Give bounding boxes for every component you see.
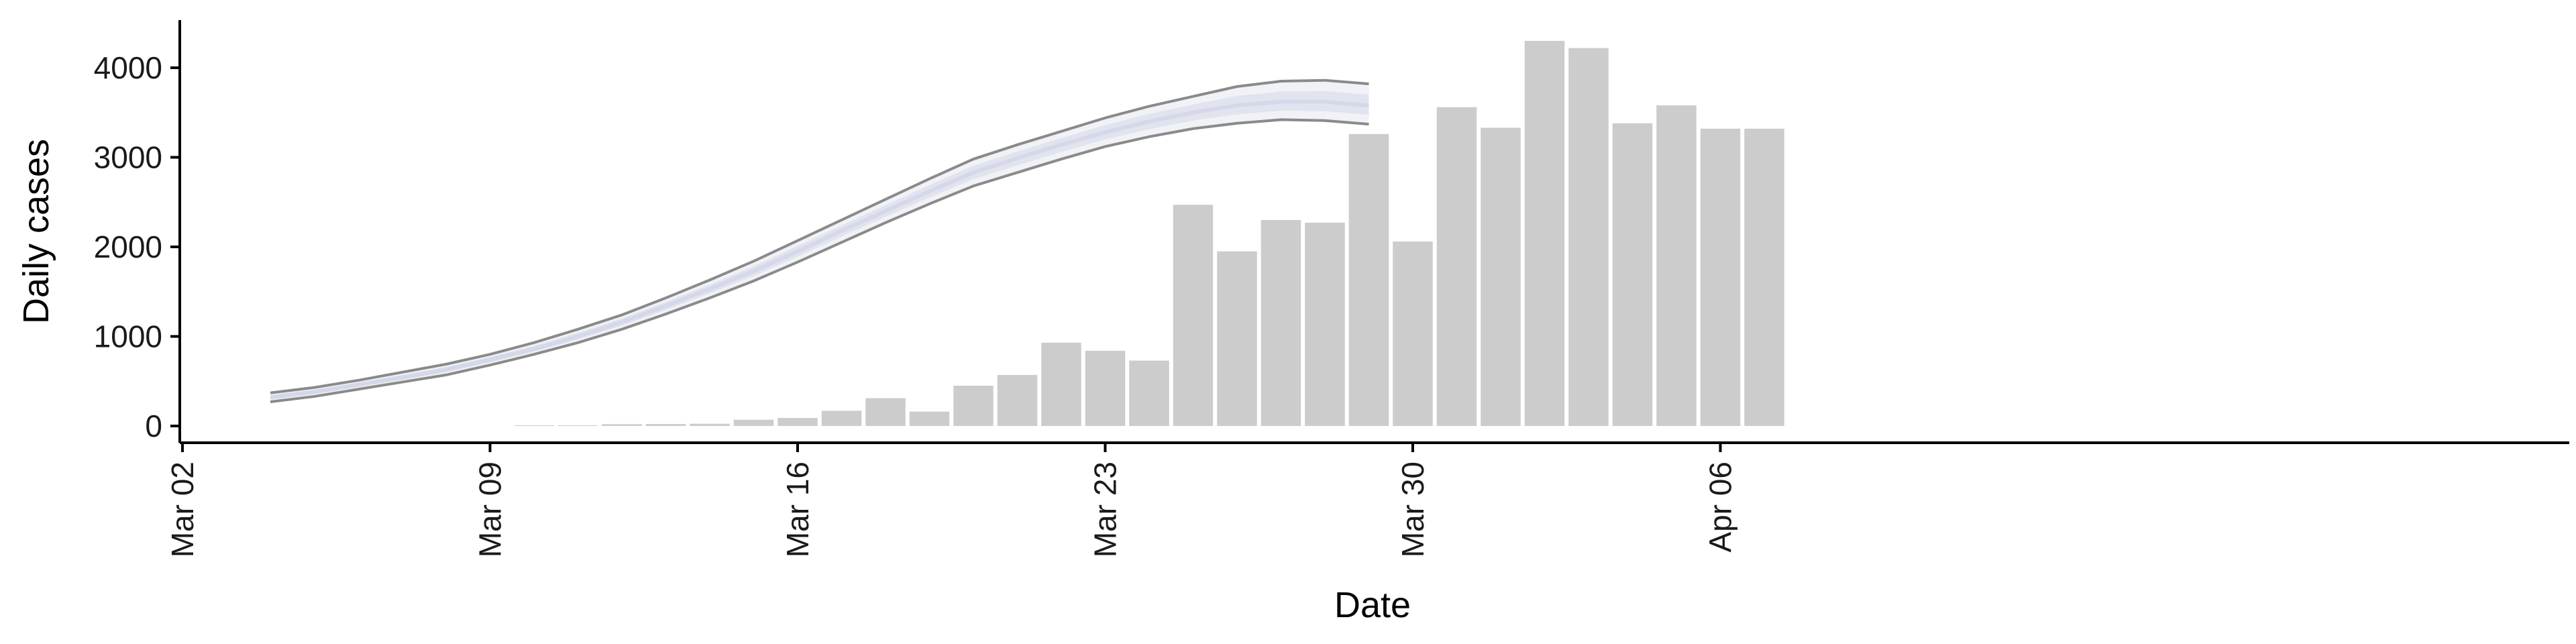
y-tick-label: 3000 bbox=[94, 140, 162, 175]
y-tick-label: 0 bbox=[145, 409, 162, 443]
y-tick-label: 4000 bbox=[94, 50, 162, 85]
estimate-ribbon-inner bbox=[270, 91, 1369, 400]
bar bbox=[1700, 128, 1741, 426]
bar bbox=[1612, 123, 1653, 426]
bar bbox=[514, 425, 554, 426]
estimate-median-line bbox=[270, 99, 1369, 400]
bar bbox=[953, 385, 994, 426]
x-tick-label: Mar 30 bbox=[1395, 462, 1430, 557]
bar bbox=[777, 417, 818, 426]
y-ticks-group: 0 1000 2000 3000 4000 bbox=[94, 50, 180, 443]
bar bbox=[602, 424, 642, 426]
x-tick-label: Mar 09 bbox=[473, 462, 508, 557]
bar bbox=[1656, 105, 1697, 426]
bar bbox=[1260, 219, 1301, 426]
y-tick-label: 1000 bbox=[94, 319, 162, 354]
x-axis-title: Date bbox=[1334, 585, 1411, 625]
bar bbox=[1568, 48, 1609, 426]
bar bbox=[557, 425, 598, 426]
bar bbox=[1305, 222, 1345, 426]
x-tick-label: Mar 16 bbox=[780, 462, 815, 557]
bar bbox=[909, 411, 950, 426]
bar bbox=[1393, 241, 1433, 426]
y-tick-label: 2000 bbox=[94, 229, 162, 264]
bar bbox=[1524, 40, 1565, 426]
bar bbox=[1744, 128, 1784, 426]
bar bbox=[1173, 205, 1214, 426]
bar bbox=[645, 424, 686, 426]
bar bbox=[1348, 133, 1389, 427]
x-tick-label: Mar 23 bbox=[1088, 462, 1123, 557]
bar bbox=[1085, 350, 1126, 426]
x-tick-label: Mar 02 bbox=[165, 462, 200, 557]
estimate-lines-group bbox=[270, 78, 1369, 403]
bar bbox=[1436, 107, 1477, 427]
bar bbox=[690, 423, 730, 426]
x-tick-label: Apr 06 bbox=[1703, 462, 1738, 553]
bar bbox=[1041, 342, 1081, 426]
bar bbox=[821, 411, 862, 426]
x-ticks-group: Mar 02 Mar 09 Mar 16 Mar 23 Mar 30 Apr 06 bbox=[165, 443, 1738, 557]
bar bbox=[1481, 127, 1521, 426]
bar bbox=[997, 374, 1038, 426]
bar bbox=[733, 419, 774, 426]
estimate-upper-line bbox=[270, 78, 1369, 394]
bars-group bbox=[514, 40, 1784, 427]
axes-group bbox=[178, 20, 2569, 444]
bar bbox=[1217, 251, 1257, 426]
bar bbox=[1129, 360, 1169, 426]
bar bbox=[865, 398, 906, 426]
y-axis-title: Daily cases bbox=[16, 139, 56, 324]
estimate-lower-line bbox=[270, 118, 1369, 403]
